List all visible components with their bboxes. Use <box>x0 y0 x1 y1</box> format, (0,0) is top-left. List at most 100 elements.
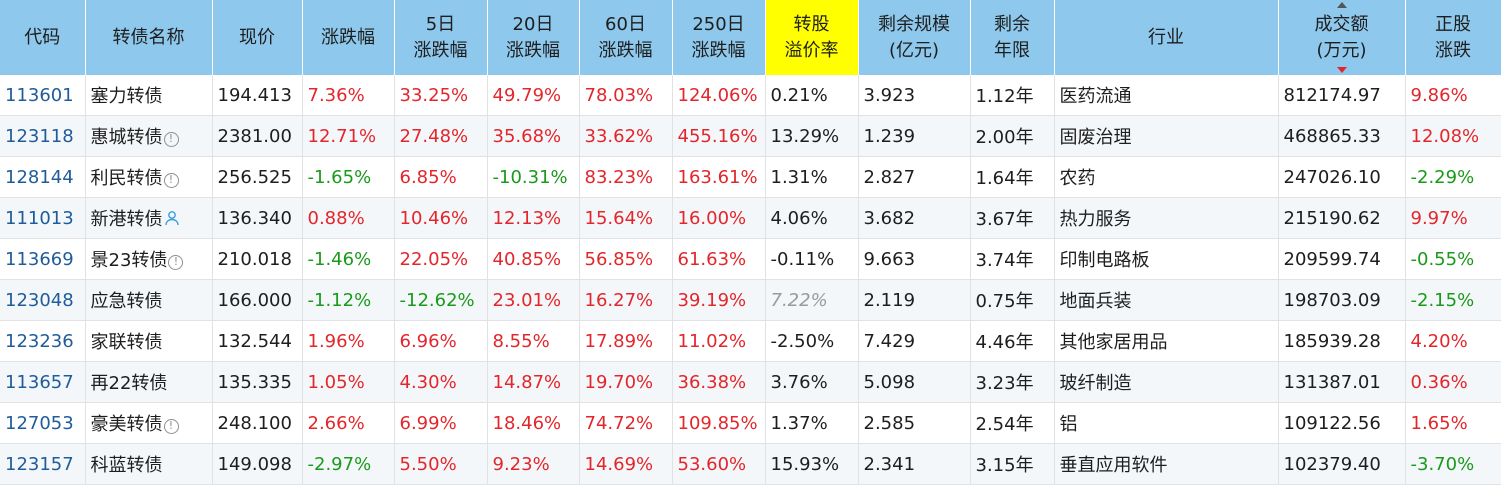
bond-name-link[interactable]: 应急转债 <box>90 291 163 312</box>
info-icon[interactable]: ! <box>163 132 179 147</box>
cell-chg60: 56.85% <box>579 238 673 280</box>
column-header-stock_chg[interactable]: 正股 涨跌 <box>1405 0 1501 75</box>
cell-value: 2.585 <box>863 412 916 434</box>
cell-name[interactable]: 应急转债 <box>85 279 213 321</box>
table-row[interactable]: 113669 景23转债! 210.018 -1.46% 22.05% 40.85% 56.… <box>0 238 1501 280</box>
bond-name-link[interactable]: 利民转债 <box>90 168 163 189</box>
bond-code-link[interactable]: 113657 <box>5 371 74 393</box>
bond-code-link[interactable]: 127053 <box>5 412 74 434</box>
bond-name-link[interactable]: 家联转债 <box>90 332 163 353</box>
cell-value: 4.06% <box>770 207 828 229</box>
bond-name-link[interactable]: 塞力转债 <box>90 86 163 107</box>
bond-code-link[interactable]: 111013 <box>5 207 74 229</box>
cell-chg: -1.65% <box>302 156 395 198</box>
sort-descending-icon[interactable] <box>1336 67 1347 73</box>
cell-name[interactable]: 豪美转债! <box>85 402 213 444</box>
user-icon[interactable] <box>164 210 180 231</box>
cell-code[interactable]: 113669 <box>0 238 86 280</box>
table-row[interactable]: 123118 惠城转债! 2381.00 12.71% 27.48% 35.68% 33.6… <box>0 115 1501 157</box>
table-row[interactable]: 113657 再22转债 135.335 1.05% 4.30% 14.87% 19.70%… <box>0 361 1501 403</box>
bond-code-link[interactable]: 128144 <box>5 166 74 188</box>
column-header-years[interactable]: 剩余 年限 <box>970 0 1055 75</box>
cell-chg250: 39.19% <box>672 279 766 321</box>
cell-price: 135.335 <box>212 361 303 403</box>
bond-name-link[interactable]: 新港转债 <box>90 209 163 230</box>
table-row[interactable]: 111013 新港转债 136.340 0.88% 10.46% 12.13% 15.64%… <box>0 197 1501 239</box>
cell-value: 33.62% <box>584 125 654 147</box>
info-icon[interactable]: ! <box>163 173 179 188</box>
bond-code-link[interactable]: 123236 <box>5 330 74 352</box>
cell-code[interactable]: 111013 <box>0 197 86 239</box>
cell-value: 4.46年 <box>975 332 1034 353</box>
bond-code-link[interactable]: 113669 <box>5 248 74 270</box>
table-row[interactable]: 123157 科蓝转债 149.098 -2.97% 5.50% 9.23% 14.69% 5… <box>0 443 1501 485</box>
bond-code-link[interactable]: 123157 <box>5 453 74 475</box>
cell-chg: 7.36% <box>302 75 395 116</box>
cell-years: 0.75年 <box>970 279 1055 321</box>
column-header-industry[interactable]: 行业 <box>1054 0 1279 75</box>
cell-value: 109.85% <box>677 412 758 434</box>
cell-value: 7.22% <box>770 289 828 311</box>
cell-scale: 2.827 <box>858 156 971 198</box>
bond-name-link[interactable]: 科蓝转债 <box>90 455 163 476</box>
column-header-name[interactable]: 转债名称 <box>85 0 213 75</box>
bond-code-link[interactable]: 113601 <box>5 84 74 106</box>
bond-code-link[interactable]: 123048 <box>5 289 74 311</box>
cell-code[interactable]: 123236 <box>0 320 86 362</box>
cell-value: 6.99% <box>399 412 457 434</box>
cell-industry: 固废治理 <box>1054 115 1279 157</box>
cell-name[interactable]: 塞力转债 <box>85 75 213 116</box>
column-header-turnover[interactable]: 成交额 (万元) <box>1278 0 1406 75</box>
cell-premium: -2.50% <box>765 320 859 362</box>
table-row[interactable]: 123236 家联转债 132.544 1.96% 6.96% 8.55% 17.89% 11… <box>0 320 1501 362</box>
cell-value: 248.100 <box>217 412 292 434</box>
cell-chg20: 35.68% <box>487 115 580 157</box>
cell-name[interactable]: 景23转债! <box>85 238 213 280</box>
cell-value: 256.525 <box>217 166 292 188</box>
cell-code[interactable]: 123118 <box>0 115 86 157</box>
column-header-premium[interactable]: 转股 溢价率 <box>765 0 859 75</box>
column-header-chg5[interactable]: 5日 涨跌幅 <box>394 0 488 75</box>
info-icon[interactable]: ! <box>168 255 184 270</box>
column-header-code[interactable]: 代码 <box>0 0 86 75</box>
cell-code[interactable]: 113601 <box>0 75 86 116</box>
cell-code[interactable]: 128144 <box>0 156 86 198</box>
sort-ascending-icon[interactable] <box>1336 2 1347 8</box>
column-header-chg60[interactable]: 60日 涨跌幅 <box>579 0 673 75</box>
table-row[interactable]: 123048 应急转债 166.000 -1.12% -12.62% 23.01% 16.2… <box>0 279 1501 321</box>
cell-chg250: 124.06% <box>672 75 766 116</box>
cell-value: 4.30% <box>399 371 457 393</box>
cell-stock_chg: 4.20% <box>1405 320 1501 362</box>
column-header-chg250[interactable]: 250日 涨跌幅 <box>672 0 766 75</box>
cell-chg250: 109.85% <box>672 402 766 444</box>
cell-name[interactable]: 科蓝转债 <box>85 443 213 485</box>
bond-name-link[interactable]: 景23转债 <box>90 250 168 271</box>
cell-premium: -0.11% <box>765 238 859 280</box>
column-header-scale[interactable]: 剩余规模 (亿元) <box>858 0 971 75</box>
cell-chg5: 10.46% <box>394 197 488 239</box>
column-header-chg20[interactable]: 20日 涨跌幅 <box>487 0 580 75</box>
table-row[interactable]: 113601 塞力转债 194.413 7.36% 33.25% 49.79% 78.03%… <box>0 75 1501 116</box>
bond-name-link[interactable]: 豪美转债 <box>90 414 163 435</box>
cell-code[interactable]: 123048 <box>0 279 86 321</box>
column-header-label: 行业 <box>1148 26 1184 48</box>
column-header-price[interactable]: 现价 <box>212 0 303 75</box>
bond-code-link[interactable]: 123118 <box>5 125 74 147</box>
bond-name-link[interactable]: 再22转债 <box>90 373 168 394</box>
cell-value: 23.01% <box>492 289 562 311</box>
column-header-chg[interactable]: 涨跌幅 <box>302 0 395 75</box>
cell-code[interactable]: 113657 <box>0 361 86 403</box>
cell-name[interactable]: 再22转债 <box>85 361 213 403</box>
cell-name[interactable]: 新港转债 <box>85 197 213 239</box>
table-row[interactable]: 127053 豪美转债! 248.100 2.66% 6.99% 18.46% 74.72%… <box>0 402 1501 444</box>
info-icon[interactable]: ! <box>163 419 179 434</box>
cell-name[interactable]: 利民转债! <box>85 156 213 198</box>
bond-name-link[interactable]: 惠城转债 <box>90 127 163 148</box>
cell-value: 3.74年 <box>975 250 1034 271</box>
cell-code[interactable]: 123157 <box>0 443 86 485</box>
cell-name[interactable]: 家联转债 <box>85 320 213 362</box>
cell-name[interactable]: 惠城转债! <box>85 115 213 157</box>
table-row[interactable]: 128144 利民转债! 256.525 -1.65% 6.85% -10.31% 83.2… <box>0 156 1501 198</box>
cell-value: 61.63% <box>677 248 747 270</box>
cell-code[interactable]: 127053 <box>0 402 86 444</box>
